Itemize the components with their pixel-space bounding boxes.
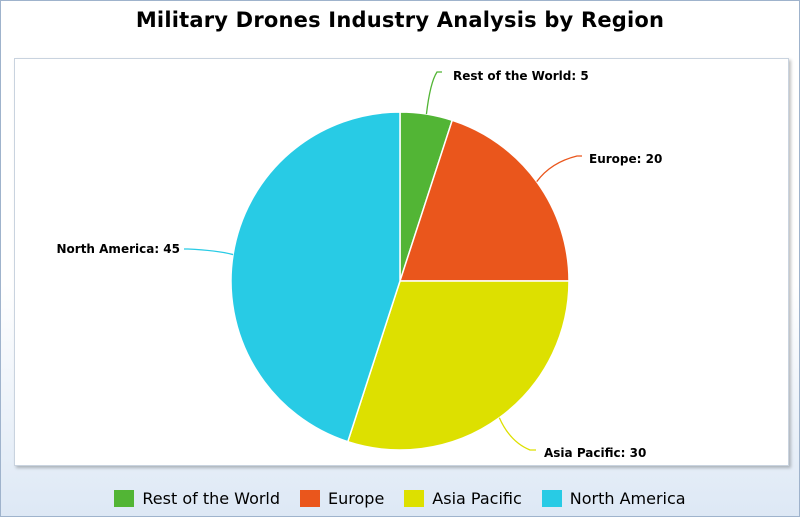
legend-swatch <box>541 489 562 507</box>
leader-lines <box>184 71 582 451</box>
slice-label: Asia Pacific: 30 <box>544 446 646 460</box>
legend-item-europe[interactable]: Europe <box>300 489 384 508</box>
chart-title: Military Drones Industry Analysis by Reg… <box>135 8 665 32</box>
slice-label: North America: 45 <box>56 242 180 256</box>
slice-label: Rest of the World: 5 <box>453 69 589 83</box>
legend-swatch <box>114 489 135 507</box>
legend-swatch <box>404 489 425 507</box>
legend-item-asia-pacific[interactable]: Asia Pacific <box>404 488 522 508</box>
leader-line <box>498 417 536 451</box>
slice-label: Europe: 20 <box>589 152 662 166</box>
legend-label: Rest of the World <box>142 488 281 508</box>
leader-line <box>536 155 582 183</box>
slice-labels: Rest of the World: 5 Europe: 20 Asia Pacif… <box>56 69 662 460</box>
legend-swatch <box>300 489 321 507</box>
legend-label: Europe <box>328 488 385 508</box>
pie-slice-north-america[interactable] <box>230 111 401 443</box>
legend: Rest of the World Europe Asia Pacific No… <box>0 486 800 510</box>
legend-label: Asia Pacific <box>432 488 522 508</box>
legend-item-rest-of-world[interactable]: Rest of the World <box>114 489 280 508</box>
pie-slices <box>230 111 570 451</box>
legend-label: North America <box>569 488 686 508</box>
legend-item-north-america[interactable]: North America <box>541 488 686 508</box>
leader-line <box>425 71 442 115</box>
leader-line <box>184 248 234 256</box>
